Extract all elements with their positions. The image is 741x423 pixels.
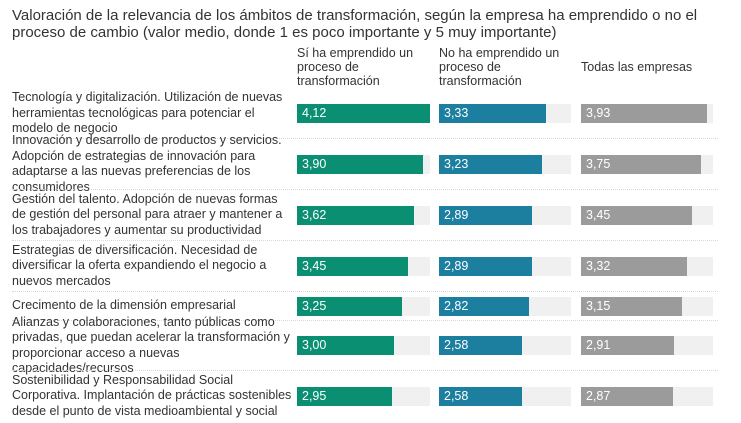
column-header-si: Sí ha emprendido un proceso de transform…	[297, 46, 432, 88]
bar: 2,91	[581, 336, 674, 355]
row-label: Tecnología y digitalización. Utilización…	[12, 90, 283, 136]
bar-value-label: 2,91	[586, 338, 611, 352]
bar-track: 3,15	[581, 297, 713, 316]
bar-track: 3,45	[581, 206, 713, 225]
column-header-no-text: No ha emprendido un proceso de transform…	[439, 46, 560, 88]
bar: 3,93	[581, 104, 707, 123]
bar-value-label: 3,33	[444, 106, 469, 120]
bar: 3,75	[581, 155, 701, 174]
bar: 3,33	[439, 104, 546, 123]
bar-value-label: 3,62	[302, 208, 327, 222]
bar-value-label: 3,32	[586, 259, 611, 273]
row-separator	[12, 189, 718, 190]
row-label: Gestión del talento. Adopción de nuevas …	[12, 191, 283, 237]
bar-track: 3,62	[297, 206, 430, 225]
row-label: Innovación y desarrollo de productos y s…	[12, 133, 282, 194]
bar-value-label: 3,15	[586, 299, 611, 313]
bar: 2,58	[439, 387, 522, 406]
bar-track: 2,82	[439, 297, 571, 316]
chart-title: Valoración de la relevancia de los ámbit…	[12, 7, 698, 41]
column-header-todas: Todas las empresas	[581, 46, 716, 88]
bar: 3,00	[297, 336, 394, 355]
bar: 3,15	[581, 297, 682, 316]
bar: 3,45	[297, 257, 408, 276]
bar-track: 2,58	[439, 387, 571, 406]
bar-value-label: 3,90	[302, 157, 327, 171]
bar-track: 3,25	[297, 297, 430, 316]
bar-track: 3,45	[297, 257, 430, 276]
row-label: Sostenibilidad y Responsabilidad Social …	[12, 372, 292, 418]
row-separator	[12, 240, 718, 241]
bar: 2,58	[439, 336, 522, 355]
bar-value-label: 2,87	[586, 389, 611, 403]
bar: 2,95	[297, 387, 392, 406]
row-label: Crecimento de la dimensión empresarial	[12, 298, 236, 313]
bar-value-label: 3,75	[586, 157, 611, 171]
bar-value-label: 3,45	[302, 259, 327, 273]
bar: 3,23	[439, 155, 542, 174]
row-separator	[12, 320, 718, 321]
bar-track: 3,32	[581, 257, 713, 276]
bar: 3,90	[297, 155, 423, 174]
row-separator	[12, 291, 718, 292]
bar-track: 3,33	[439, 104, 571, 123]
column-header-todas-text: Todas las empresas	[581, 60, 693, 74]
bar-value-label: 3,23	[444, 157, 469, 171]
bar-track: 3,93	[581, 104, 713, 123]
bar-value-label: 3,45	[586, 208, 611, 222]
bar-track: 2,89	[439, 206, 571, 225]
bar-track: 4,12	[297, 104, 430, 123]
bar-track: 3,90	[297, 155, 430, 174]
bar: 4,12	[297, 104, 430, 123]
bar-track: 3,23	[439, 155, 571, 174]
bar-track: 3,00	[297, 336, 430, 355]
row-separator	[12, 370, 718, 371]
bar-value-label: 4,12	[302, 106, 327, 120]
column-header-no: No ha emprendido un proceso de transform…	[439, 46, 574, 88]
bar-value-label: 2,95	[302, 389, 327, 403]
bar: 3,32	[581, 257, 687, 276]
bar-value-label: 2,89	[444, 259, 469, 273]
bar-track: 3,75	[581, 155, 713, 174]
bar: 2,89	[439, 206, 532, 225]
bar: 2,87	[581, 387, 673, 406]
bar-value-label: 2,58	[444, 389, 469, 403]
bar-track: 2,95	[297, 387, 430, 406]
bar: 2,89	[439, 257, 532, 276]
bar-value-label: 3,00	[302, 338, 327, 352]
bar-value-label: 2,82	[444, 299, 469, 313]
row-separator	[12, 138, 718, 139]
bar-value-label: 3,25	[302, 299, 327, 313]
bar-track: 2,91	[581, 336, 713, 355]
bar: 2,82	[439, 297, 529, 316]
bar-track: 2,89	[439, 257, 571, 276]
bar-value-label: 2,58	[444, 338, 469, 352]
row-label: Alianzas y colaboraciones, tanto pública…	[12, 314, 290, 376]
bar-value-label: 2,89	[444, 208, 469, 222]
bar: 3,45	[581, 206, 692, 225]
bar-track: 2,87	[581, 387, 713, 406]
row-label: Estrategias de diversificación. Necesida…	[12, 242, 267, 288]
column-header-si-text: Sí ha emprendido un proceso de transform…	[297, 46, 414, 88]
bar-value-label: 3,93	[586, 106, 611, 120]
bar: 3,25	[297, 297, 402, 316]
bar-track: 2,58	[439, 336, 571, 355]
bar: 3,62	[297, 206, 414, 225]
